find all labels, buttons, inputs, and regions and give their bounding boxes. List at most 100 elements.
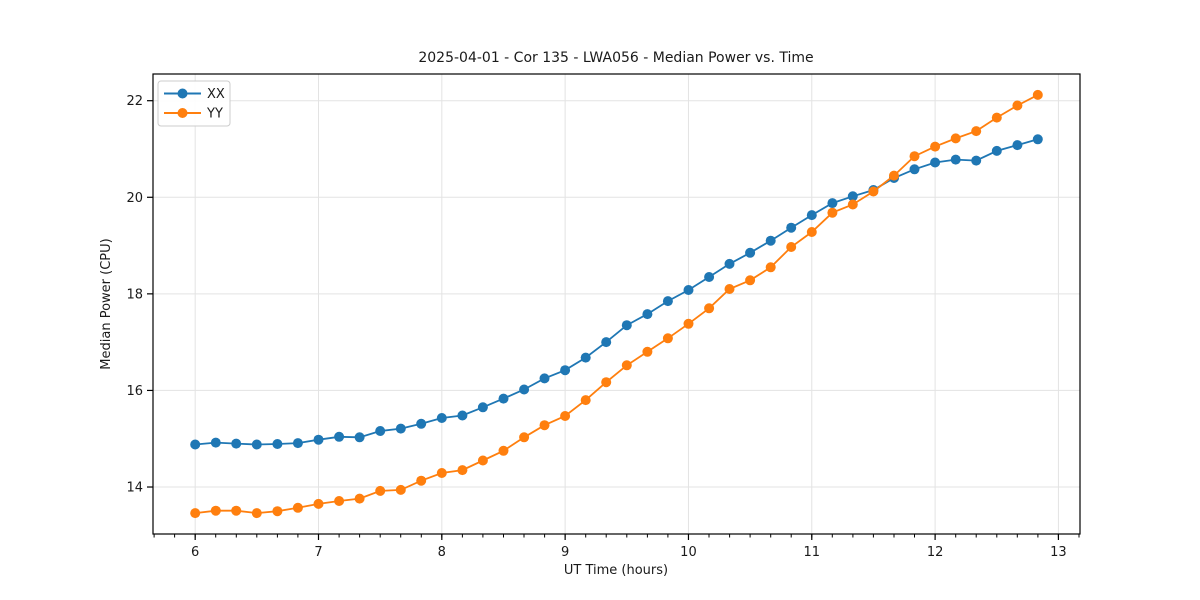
legend-entry-yy: YY (164, 107, 223, 122)
legend-label-xx: XX (207, 87, 225, 102)
data-point-yy (930, 141, 941, 152)
data-point-yy (991, 112, 1002, 123)
data-point-yy (210, 505, 221, 516)
y-tick-label: 16 (126, 384, 143, 399)
data-point-yy (251, 508, 262, 519)
y-tick-label: 20 (126, 191, 143, 206)
data-point-yy (292, 502, 303, 513)
data-point-xx (395, 423, 406, 434)
data-point-yy (334, 496, 345, 506)
data-series (190, 89, 1043, 519)
data-point-xx (683, 285, 694, 295)
data-point-yy (1012, 100, 1023, 111)
data-point-xx (539, 373, 550, 384)
data-point-yy (827, 207, 838, 218)
data-point-yy (1032, 89, 1043, 100)
data-point-xx (1032, 134, 1043, 145)
data-point-xx (580, 352, 591, 363)
data-point-xx (292, 438, 303, 449)
series-line-xx (195, 138, 1039, 446)
data-point-xx (724, 258, 735, 269)
data-point-xx (991, 145, 1002, 156)
data-point-yy (704, 303, 715, 314)
data-point-yy (313, 498, 324, 509)
data-point-xx (272, 439, 283, 449)
y-axis-label: Median Power (CPU) (99, 238, 114, 369)
data-point-yy (601, 377, 612, 388)
data-point-yy (272, 506, 283, 517)
data-point-yy (662, 333, 673, 344)
data-point-xx (909, 164, 920, 175)
x-tick-label: 11 (804, 545, 821, 560)
data-point-xx (210, 437, 221, 448)
data-point-xx (436, 413, 447, 423)
data-point-yy (457, 465, 468, 476)
data-point-yy (477, 455, 488, 466)
data-point-yy (786, 242, 797, 252)
legend-entry-xx: XX (164, 87, 225, 102)
data-point-xx (971, 155, 982, 166)
data-point-xx (662, 296, 673, 307)
data-point-xx (621, 320, 632, 331)
data-point-xx (930, 157, 941, 168)
data-point-yy (724, 284, 735, 294)
data-point-yy (231, 505, 242, 516)
legend: XX YY (157, 80, 231, 127)
data-point-xx (477, 402, 488, 413)
data-point-yy (519, 432, 530, 443)
legend-marker-icon-yy (177, 108, 188, 118)
data-point-yy (395, 484, 406, 495)
data-point-yy (190, 508, 201, 519)
data-point-yy (642, 346, 653, 357)
data-point-xx (806, 210, 817, 221)
data-point-xx (786, 222, 797, 233)
data-point-yy (539, 420, 550, 431)
axes: 6 7 8 9 10 11 12 13 14 16 18 20 22 (126, 73, 1081, 560)
x-tick-label: 6 (191, 545, 199, 560)
data-point-xx (334, 431, 345, 442)
data-point-yy (909, 151, 920, 162)
data-point-xx (231, 438, 242, 449)
data-point-yy (765, 262, 776, 273)
data-point-yy (889, 170, 899, 181)
legend-label-yy: YY (206, 107, 223, 122)
data-point-yy (621, 360, 632, 371)
y-tick-label: 18 (126, 287, 143, 302)
data-point-yy (375, 485, 386, 496)
data-point-xx (1012, 140, 1023, 151)
x-tick-label: 9 (561, 545, 569, 560)
data-point-xx (765, 235, 776, 246)
data-point-xx (745, 247, 756, 258)
y-tick-label: 14 (126, 481, 143, 496)
data-point-xx (251, 439, 262, 450)
data-point-xx (519, 384, 530, 395)
data-point-xx (847, 191, 858, 202)
data-point-xx (457, 410, 468, 421)
data-point-yy (868, 186, 879, 197)
x-tick-label: 13 (1050, 545, 1067, 560)
x-tick-label: 7 (314, 545, 322, 560)
data-point-yy (806, 227, 817, 237)
data-point-yy (354, 493, 365, 504)
data-point-xx (601, 337, 612, 348)
data-point-yy (560, 411, 571, 421)
x-tick-label: 8 (438, 545, 446, 560)
data-point-yy (580, 395, 591, 406)
gridlines (153, 74, 1080, 534)
plot-border (152, 73, 1081, 535)
data-point-xx (190, 439, 201, 450)
data-point-yy (745, 275, 756, 286)
legend-box (157, 80, 231, 127)
data-point-yy (847, 199, 858, 210)
data-point-xx (313, 434, 324, 445)
data-point-xx (416, 418, 427, 429)
data-point-xx (827, 198, 838, 209)
x-axis-label: UT Time (hours) (564, 563, 668, 578)
data-point-xx (560, 365, 571, 376)
x-tick-label: 12 (927, 545, 944, 560)
data-point-xx (642, 309, 653, 320)
data-point-yy (436, 468, 447, 478)
data-point-yy (683, 318, 694, 329)
